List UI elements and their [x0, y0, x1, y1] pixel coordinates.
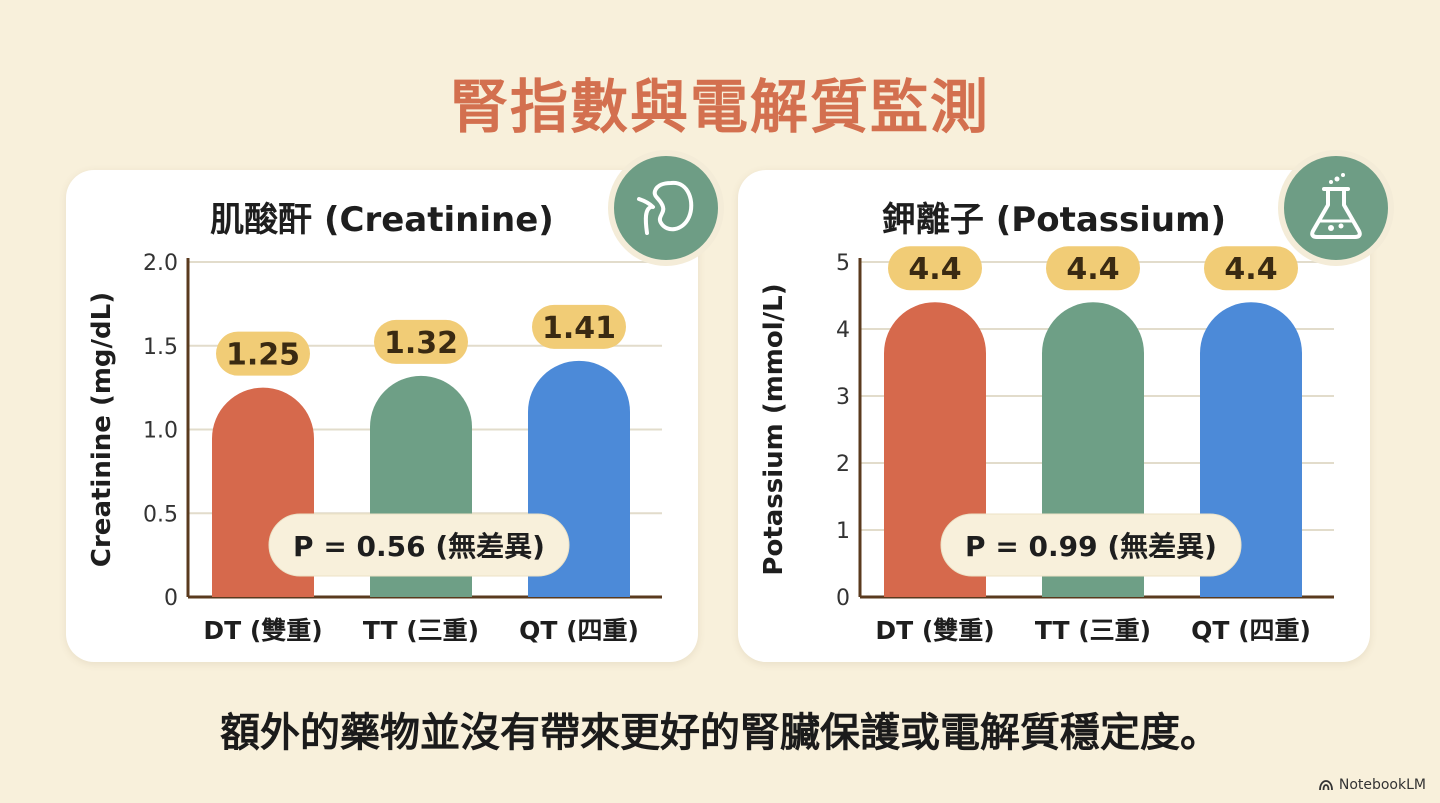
creatinine-y-tick-label: 1.0 — [143, 419, 178, 444]
potassium-y-tick-label: 4 — [836, 318, 850, 343]
creatinine-chart-title: 肌酸酐 (Creatinine) — [210, 200, 554, 240]
potassium-y-axis-label: Potassium (mmol/L) — [759, 283, 789, 575]
creatinine-value-label: 1.25 — [226, 338, 300, 373]
creatinine-value-label-bg — [532, 304, 626, 349]
creatinine-y-tick-label: 0 — [164, 586, 178, 611]
potassium-p-value-badge — [940, 513, 1242, 577]
potassium-y-tick-label: 0 — [836, 586, 850, 611]
potassium-value-label-bg — [888, 246, 982, 291]
creatinine-category-label: QT (四重) — [519, 616, 639, 645]
creatinine-value-label: 1.32 — [384, 326, 458, 361]
creatinine-value-label-bg — [374, 319, 468, 364]
potassium-p-value-text: P = 0.99 (無差異) — [965, 530, 1217, 563]
notebooklm-brand: NotebookLM — [1318, 777, 1426, 793]
creatinine-category-label: TT (三重) — [363, 616, 479, 645]
potassium-y-tick-label: 3 — [836, 385, 850, 410]
potassium-y-tick-label: 1 — [836, 519, 850, 544]
flask-icon — [1278, 150, 1394, 266]
potassium-chart: 0 1 2 3 4 5 Potassium (mmol/L) 4.4 DT (雙重) 4.4 TT … — [759, 246, 1334, 645]
creatinine-value-label-bg — [216, 331, 310, 376]
creatinine-p-value-text: P = 0.56 (無差異) — [293, 530, 545, 563]
creatinine-y-tick-label: 0.5 — [143, 502, 178, 527]
creatinine-p-value-badge — [268, 513, 570, 577]
creatinine-chart-card: 肌酸酐 (Creatinine) 0 0.5 1.0 1.5 2.0 Creatinine… — [66, 170, 698, 662]
creatinine-y-tick-label: 2.0 — [143, 251, 178, 276]
potassium-value-label-bg — [1204, 246, 1298, 291]
page-title: 腎指數與電解質監測 — [449, 73, 990, 141]
conclusion-text: 額外的藥物並沒有帶來更好的腎臟保護或電解質穩定度。 — [220, 710, 1220, 756]
brand-label: NotebookLM — [1338, 777, 1426, 793]
potassium-chart-title: 鉀離子 (Potassium) — [881, 200, 1227, 240]
potassium-category-label: DT (雙重) — [875, 616, 994, 645]
potassium-y-tick-label: 2 — [836, 452, 850, 477]
potassium-value-label: 4.4 — [1224, 252, 1277, 287]
creatinine-y-axis-label: Creatinine (mg/dL) — [87, 292, 117, 567]
creatinine-value-label: 1.41 — [542, 311, 616, 346]
potassium-category-label: TT (三重) — [1035, 616, 1151, 645]
creatinine-y-tick-label: 1.5 — [143, 335, 178, 360]
potassium-value-label-bg — [1046, 246, 1140, 291]
kidney-icon — [608, 150, 724, 266]
creatinine-chart: 0 0.5 1.0 1.5 2.0 Creatinine (mg/dL) 1.25 DT (雙… — [87, 251, 662, 645]
creatinine-category-label: DT (雙重) — [203, 616, 322, 645]
potassium-value-label: 4.4 — [908, 252, 961, 287]
potassium-category-label: QT (四重) — [1191, 616, 1311, 645]
potassium-y-tick-label: 5 — [836, 251, 850, 276]
potassium-value-label: 4.4 — [1066, 252, 1119, 287]
notebooklm-logo-icon — [1318, 780, 1333, 791]
potassium-chart-card: 鉀離子 (Potassium) 0 1 2 3 4 5 Potassium (mmol/L)… — [738, 170, 1370, 662]
